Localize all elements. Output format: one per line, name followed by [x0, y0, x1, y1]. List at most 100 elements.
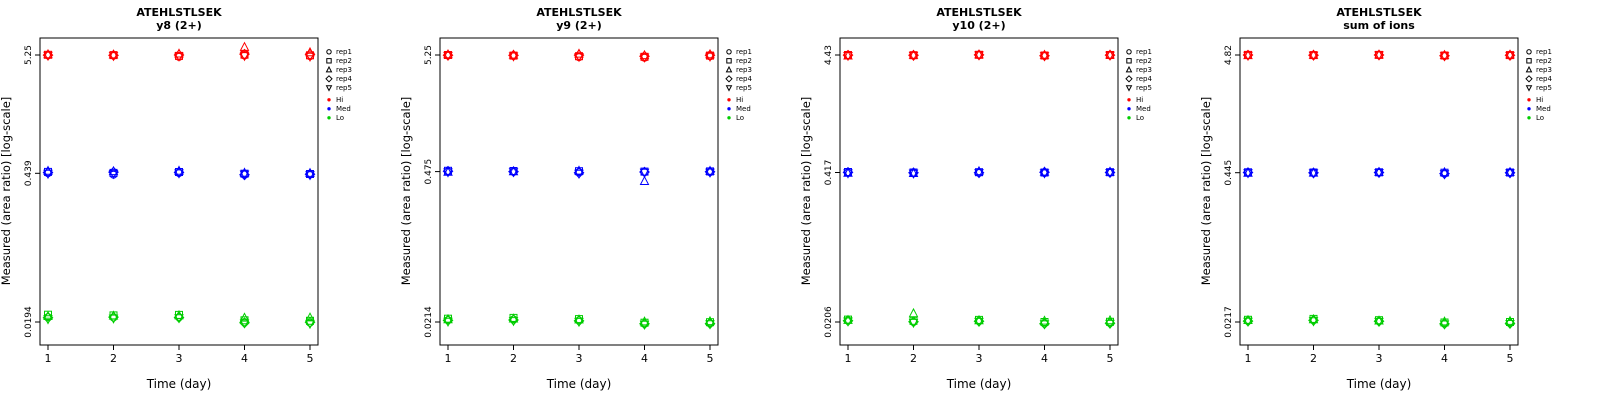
y-axis-label: Measured (area ratio) [log-scale]	[0, 97, 13, 286]
data-point	[974, 314, 984, 325]
data-point	[639, 320, 650, 330]
legend-marker-Med	[327, 107, 331, 111]
data-point	[1308, 317, 1319, 327]
x-tick-label: 4	[1441, 352, 1448, 365]
x-axis-label: Time (day)	[946, 377, 1012, 391]
legend-marker-Hi	[727, 98, 731, 102]
legend-label-rep3: rep3	[336, 66, 352, 74]
x-tick-label: 1	[1245, 352, 1252, 365]
legend-marker-Hi	[327, 98, 331, 102]
data-point	[1105, 169, 1115, 179]
x-tick-label: 4	[241, 352, 248, 365]
data-point	[43, 315, 53, 325]
x-tick-label: 2	[1310, 352, 1317, 365]
data-point	[1308, 51, 1319, 61]
data-point	[43, 51, 53, 62]
chart-subtitle: y9 (2+)	[556, 19, 602, 32]
legend-marker-Lo	[1127, 116, 1131, 120]
legend-label-Hi: Hi	[336, 96, 343, 104]
data-point	[639, 175, 650, 185]
data-point	[705, 165, 715, 175]
data-point	[1040, 51, 1049, 60]
legend-marker-rep1	[1126, 49, 1132, 55]
legend-marker-rep3	[1125, 65, 1133, 73]
plot-box	[439, 37, 719, 346]
data-point	[1243, 314, 1253, 324]
data-point	[1505, 49, 1515, 59]
data-point	[44, 50, 52, 59]
chart-subtitle: y8 (2+)	[156, 19, 202, 32]
data-point	[509, 51, 518, 60]
x-tick-label: 2	[510, 352, 517, 365]
data-point	[908, 169, 919, 179]
chart-subtitle: sum of ions	[1343, 19, 1415, 32]
legend-label-rep1: rep1	[1536, 48, 1552, 56]
plot-box	[839, 37, 1119, 346]
data-point	[1308, 313, 1319, 324]
data-point	[1243, 167, 1253, 177]
x-tick-label: 2	[910, 352, 917, 365]
y-tick-label: 0.445	[1224, 160, 1234, 186]
legend-label-rep2: rep2	[1136, 57, 1152, 65]
data-point	[1505, 166, 1515, 176]
data-point	[639, 49, 650, 60]
legend-label-rep5: rep5	[736, 84, 752, 92]
data-point	[1308, 49, 1319, 59]
data-point	[1039, 169, 1050, 179]
legend-label-rep1: rep1	[736, 48, 752, 56]
data-point	[508, 168, 519, 178]
data-point	[1374, 49, 1384, 59]
data-point	[1374, 317, 1384, 328]
data-point	[109, 51, 118, 60]
y-tick-label: 4.43	[824, 45, 834, 65]
x-tick-label: 5	[1507, 352, 1514, 365]
legend-label-Med: Med	[1136, 105, 1151, 113]
legend-marker-rep4	[1125, 75, 1133, 83]
data-point	[305, 319, 315, 330]
data-point	[908, 51, 919, 62]
data-point	[705, 168, 715, 178]
data-point	[974, 169, 984, 179]
data-point	[443, 317, 453, 327]
legend-label-rep2: rep2	[336, 57, 352, 65]
data-point	[1308, 169, 1319, 179]
data-point	[1374, 315, 1384, 325]
legend-label-Lo: Lo	[1536, 114, 1544, 122]
legend-label-Med: Med	[736, 105, 751, 113]
y-axis-label: Measured (area ratio) [log-scale]	[400, 97, 413, 286]
data-point	[640, 167, 649, 176]
data-point	[43, 169, 53, 180]
chart-title: ATEHLSTLSEK	[536, 6, 622, 19]
legend-label-rep4: rep4	[736, 75, 752, 83]
plot-box	[1239, 37, 1519, 346]
legend-label-Lo: Lo	[336, 114, 344, 122]
legend-marker-rep4	[325, 75, 333, 83]
legend-label-rep3: rep3	[736, 66, 752, 74]
legend-marker-rep4	[1525, 75, 1533, 83]
x-tick-label: 5	[707, 352, 714, 365]
data-point	[108, 170, 119, 180]
x-tick-label: 5	[1107, 352, 1114, 365]
data-point	[239, 312, 250, 322]
y-tick-label: 0.0206	[824, 306, 834, 338]
legend-label-rep4: rep4	[336, 75, 352, 83]
data-point	[239, 41, 250, 51]
legend-label-rep3: rep3	[1136, 66, 1152, 74]
data-point	[508, 317, 519, 327]
y-tick-label: 0.0194	[24, 306, 34, 338]
data-point	[1243, 317, 1253, 327]
data-point	[305, 171, 315, 181]
plot-area: 1 2 3 4 5 4.43 0.417 0.0206	[824, 37, 1119, 365]
legend-label-Med: Med	[1536, 105, 1551, 113]
legend-label-Med: Med	[336, 105, 351, 113]
legend-label-Hi: Hi	[1136, 96, 1143, 104]
x-tick-label: 2	[110, 352, 117, 365]
legend-label-Lo: Lo	[736, 114, 744, 122]
plot-area: 1 2 3 4 5 4.82 0.445 0.0217	[1224, 37, 1519, 365]
panel-sum-of-ions: ATEHLSTLSEK sum of ions Measured (area r…	[1200, 0, 1600, 400]
data-point	[1505, 169, 1515, 179]
data-point	[43, 48, 53, 59]
legend-marker-rep3	[325, 65, 333, 73]
data-point	[1439, 170, 1450, 180]
